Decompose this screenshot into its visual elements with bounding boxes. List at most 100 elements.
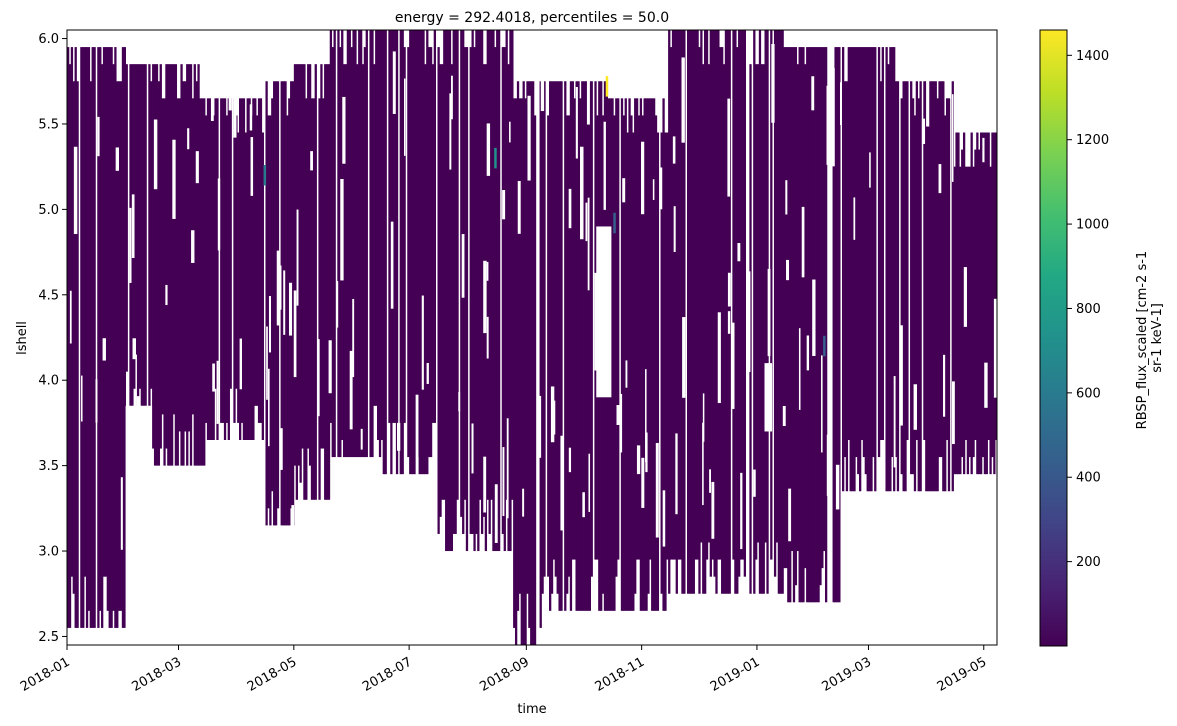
data-gap (711, 481, 715, 539)
coverage-column (851, 47, 854, 492)
coverage-column (237, 132, 240, 423)
coverage-column (991, 132, 994, 458)
coverage-column (403, 47, 406, 423)
coverage-column (509, 30, 512, 552)
coverage-column (452, 30, 455, 534)
coverage-column (222, 98, 225, 423)
coverage-column (163, 98, 166, 466)
coverage-column (169, 64, 172, 466)
coverage-column (738, 30, 741, 577)
coverage-column (853, 47, 856, 492)
data-gap (709, 469, 711, 493)
coverage-column (157, 81, 161, 466)
data-gap (95, 379, 98, 423)
coverage-column (320, 64, 323, 449)
data-gap (603, 121, 606, 210)
coverage-column (286, 115, 289, 526)
coverage-column (809, 47, 813, 603)
coverage-column (664, 132, 667, 611)
colorbar-ticks: 200 400 600 800 1000 1200 1400 (1067, 49, 1109, 570)
coverage-column (796, 64, 799, 552)
colorbar-tick-label: 800 (1076, 302, 1101, 317)
coverage-column (490, 30, 493, 500)
data-gap (195, 151, 199, 184)
data-gap (596, 226, 612, 398)
data-gap (764, 363, 773, 432)
data-gap (415, 394, 419, 488)
coverage-column (477, 30, 480, 552)
data-gap (494, 484, 498, 543)
coverage-column (267, 115, 270, 509)
data-gap (360, 428, 363, 450)
coverage-column (539, 81, 542, 628)
coverage-column (654, 115, 658, 611)
coverage-column (259, 98, 263, 423)
coverage-column (783, 47, 786, 569)
coverage-column (683, 30, 686, 594)
colorbar-gradient (1039, 29, 1068, 647)
y-tick-label: 4.5 (38, 288, 59, 303)
coverage-column (223, 98, 227, 440)
y-tick-label: 4.0 (38, 374, 59, 389)
coverage-column (350, 47, 353, 458)
coverage-column (235, 115, 238, 389)
coverage-column (378, 30, 382, 458)
data-gap (210, 77, 214, 121)
data-gap (131, 194, 135, 258)
hotspot-cell (823, 335, 826, 357)
coverage-column (779, 30, 782, 594)
data-gap (266, 326, 268, 400)
coverage-column (569, 81, 573, 611)
data-gap (900, 325, 903, 426)
data-gap (582, 492, 585, 518)
hotspot-cell (494, 147, 497, 169)
coverage-column (331, 47, 334, 458)
coverage-column (995, 132, 997, 440)
coverage-column (732, 30, 735, 560)
y-tick-label: 2.5 (38, 630, 59, 645)
coverage-column (547, 115, 550, 577)
coverage-column (182, 81, 185, 466)
coverage-column (666, 132, 669, 560)
coverage-column (872, 47, 875, 458)
coverage-column (590, 81, 593, 577)
data-gap (821, 355, 823, 453)
coverage-column (645, 98, 648, 611)
x-tick-label: 2018-05 (245, 655, 300, 695)
data-gap (340, 178, 344, 281)
coverage-column (947, 98, 951, 492)
coverage-column (148, 64, 151, 406)
coverage-column (726, 30, 729, 594)
data-gap (652, 179, 655, 200)
coverage-column (520, 98, 523, 645)
coverage-column (575, 81, 578, 611)
coverage-column (577, 81, 580, 611)
coverage-column (72, 81, 75, 594)
data-gap (390, 221, 394, 309)
x-tick-label: 2018-03 (130, 655, 185, 695)
coverage-column (709, 30, 712, 577)
coverage-column (556, 81, 559, 594)
colorbar-tick-label: 600 (1076, 386, 1101, 401)
coverage-column (261, 132, 264, 440)
data-gap (433, 455, 436, 548)
colorbar-label: RBSP_flux_scaled [cm-2 s-1 sr-1 keV-1] (1135, 247, 1165, 430)
coverage-column (552, 81, 556, 560)
x-axis-label: time (517, 702, 546, 717)
data-gap (806, 335, 810, 371)
colorbar-tick-label: 1400 (1076, 49, 1109, 64)
coverage-column (626, 132, 629, 611)
data-gap (951, 381, 955, 445)
coverage-column (308, 64, 312, 466)
coverage-column (76, 81, 79, 628)
coverage-column (412, 30, 416, 475)
coverage-column (469, 47, 472, 534)
data-gap (673, 206, 676, 252)
coverage-column (866, 47, 869, 492)
coverage-column (773, 30, 777, 577)
coverage-column (152, 64, 155, 449)
coverage-column (696, 30, 699, 560)
data-gap (132, 338, 136, 360)
coverage-column (208, 98, 212, 440)
coverage-column (857, 47, 860, 475)
